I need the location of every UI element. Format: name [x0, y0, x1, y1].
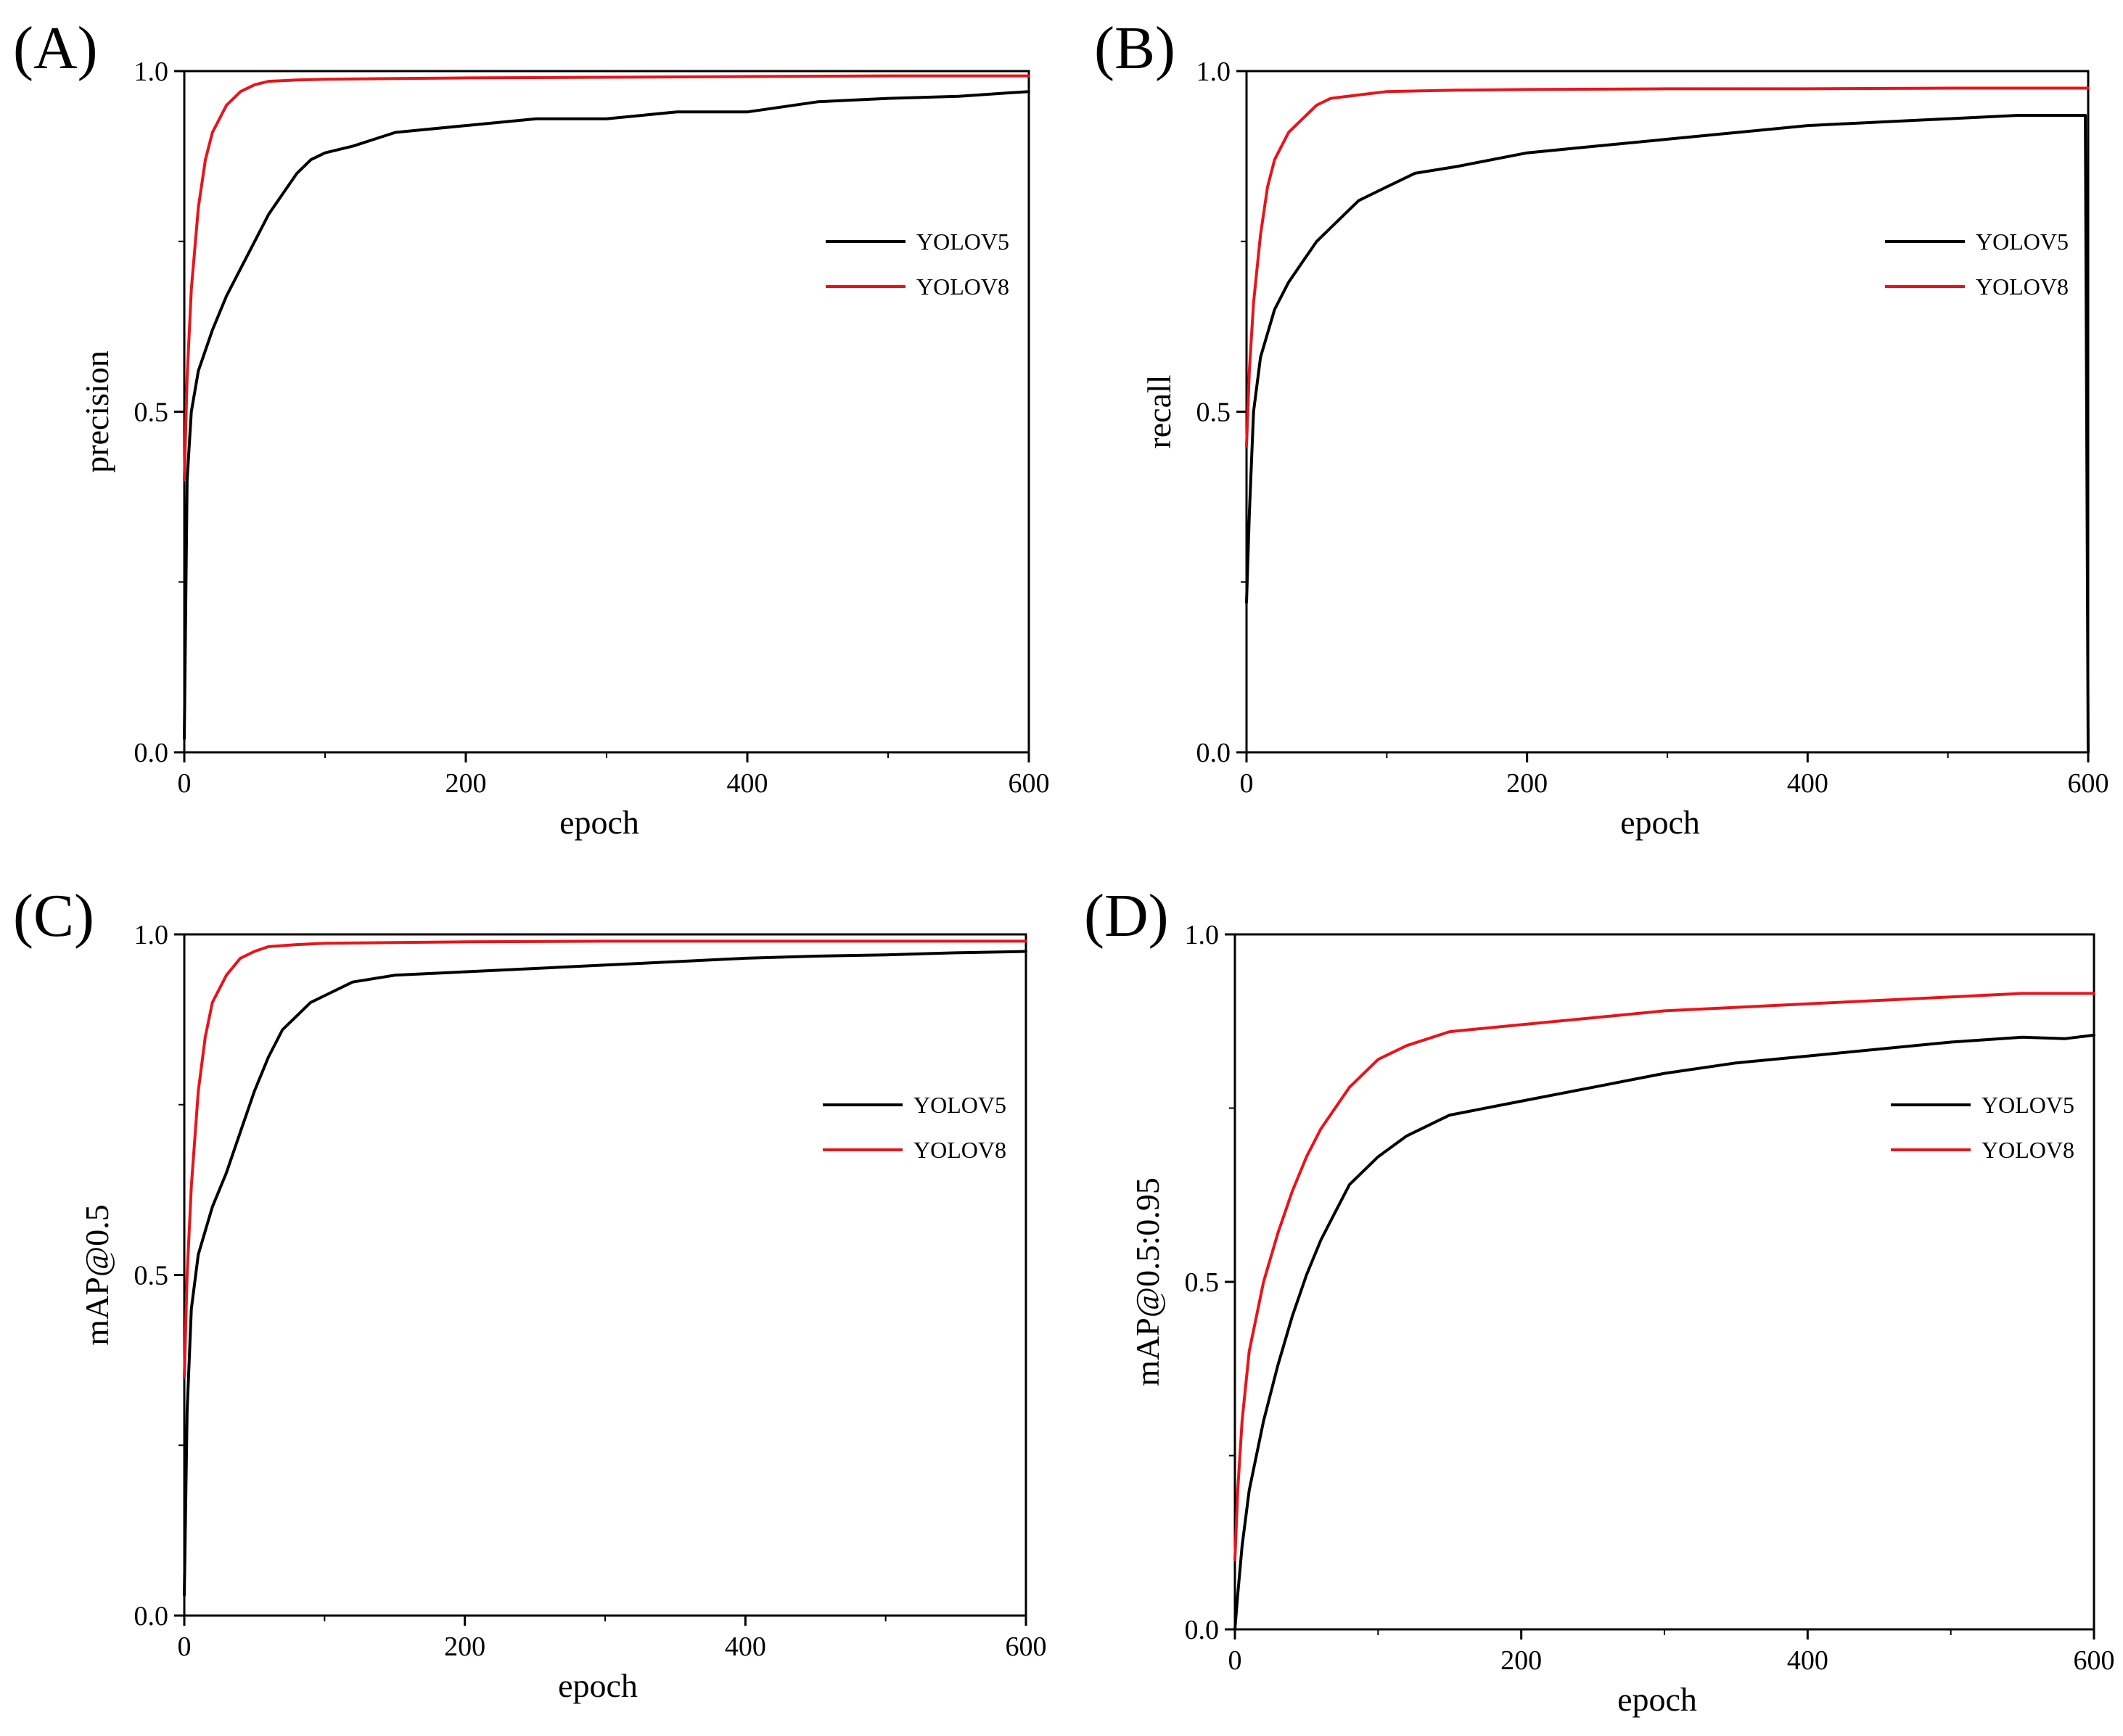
- x-tick-label: 200: [1506, 768, 1548, 799]
- y-tick-label: 0.5: [1196, 398, 1231, 428]
- chart-panel-c: (C) 0.0 0.5 1.0 0 200 400 600 epoch mAP@0.5 YOLOV5…: [13, 882, 1047, 1704]
- legend-label-yolov8: YOLOV8: [1976, 273, 2069, 300]
- x-tick-label: 0: [1240, 768, 1254, 799]
- y-axis-title: precision: [78, 350, 115, 473]
- y-tick-label: 0.0: [134, 738, 169, 768]
- x-tick-label: 600: [1006, 1632, 1047, 1662]
- x-tick-label: 0: [1228, 1645, 1242, 1676]
- series-line-yolov5: [183, 950, 1027, 1597]
- y-tick-label: 0.5: [134, 398, 169, 428]
- series-line-yolov5: [183, 90, 1030, 741]
- legend-label-yolov5: YOLOV5: [1976, 229, 2069, 255]
- x-tick-label: 200: [445, 768, 487, 799]
- panel-label: (A): [13, 15, 98, 82]
- legend-label-yolov8: YOLOV8: [1982, 1137, 2074, 1163]
- legend-label-yolov5: YOLOV5: [913, 1092, 1006, 1118]
- panel-label: (D): [1084, 882, 1169, 950]
- x-tick-label: 400: [1787, 768, 1828, 799]
- plot-frame: [1233, 933, 2095, 1631]
- chart-panel-a: (A) 0.0 0.5 1.0 0 200 400 600 epoch precision YOLO…: [13, 15, 1050, 841]
- x-axis-title: epoch: [1617, 1681, 1697, 1718]
- x-tick-label: 0: [178, 768, 192, 799]
- legend-label-yolov8: YOLOV8: [916, 273, 1009, 300]
- x-axis-title: epoch: [558, 1667, 638, 1704]
- series-line-yolov5: [1245, 114, 2090, 754]
- legend-label-yolov5: YOLOV5: [1982, 1092, 2074, 1118]
- plot-frame: [1245, 70, 2090, 754]
- x-tick-label: 600: [2074, 1645, 2115, 1676]
- legend-label-yolov8: YOLOV8: [913, 1137, 1006, 1163]
- chart-panel-d: (D) 0.0 0.5 1.0 0 200 400 600 epoch mAP@0.5:0.95 Y…: [1084, 882, 2115, 1718]
- plot-frame: [183, 933, 1027, 1617]
- y-tick-label: 0.0: [134, 1601, 169, 1632]
- panel-label: (C): [13, 882, 94, 950]
- series-line-yolov8: [183, 939, 1027, 1379]
- y-tick-label: 1.0: [134, 57, 169, 87]
- x-tick-label: 600: [1009, 768, 1050, 799]
- y-tick-label: 0.0: [1196, 738, 1231, 768]
- x-tick-label: 400: [1787, 1645, 1828, 1676]
- y-axis-title: mAP@0.5: [78, 1204, 115, 1345]
- y-axis-title: mAP@0.5:0.95: [1129, 1177, 1166, 1386]
- plot-frame: [183, 70, 1030, 754]
- y-tick-label: 0.0: [1185, 1615, 1220, 1645]
- x-tick-label: 200: [444, 1632, 485, 1662]
- x-tick-label: 400: [727, 768, 768, 799]
- y-tick-label: 1.0: [1196, 57, 1231, 87]
- x-axis-title: epoch: [1620, 804, 1700, 841]
- x-tick-label: 600: [2068, 768, 2109, 799]
- panel-label: (B): [1094, 15, 1175, 82]
- series-line-yolov8: [183, 74, 1030, 482]
- x-tick-label: 200: [1500, 1645, 1542, 1676]
- series-line-yolov5: [1233, 1033, 2095, 1631]
- y-tick-label: 0.5: [1185, 1267, 1220, 1298]
- y-tick-label: 1.0: [1185, 920, 1220, 950]
- series-line-yolov8: [1233, 992, 2095, 1562]
- x-tick-label: 400: [725, 1632, 766, 1662]
- legend-label-yolov5: YOLOV5: [916, 229, 1009, 255]
- y-tick-label: 1.0: [134, 920, 169, 950]
- x-axis-title: epoch: [559, 804, 639, 841]
- y-tick-label: 0.5: [134, 1261, 169, 1291]
- series-line-yolov8: [1245, 86, 2090, 448]
- x-tick-label: 0: [178, 1632, 192, 1662]
- chart-panel-b: (B) 0.0 0.5 1.0 0 200 400 600 epoch recall YOLOV5 Y…: [1094, 15, 2109, 841]
- y-axis-title: recall: [1141, 374, 1178, 448]
